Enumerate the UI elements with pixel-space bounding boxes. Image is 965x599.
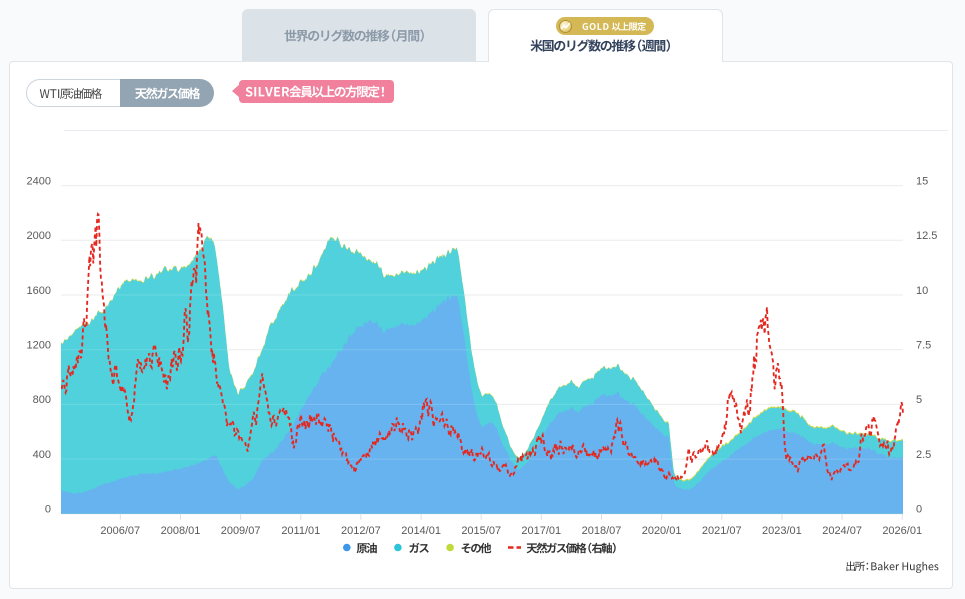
svg-text:2.5: 2.5 [916, 449, 931, 461]
svg-text:0: 0 [916, 504, 922, 516]
svg-text:2018/07: 2018/07 [582, 525, 622, 537]
svg-text:2017/01: 2017/01 [521, 525, 561, 537]
svg-text:2020/01: 2020/01 [642, 525, 682, 537]
svg-text:12.5: 12.5 [916, 230, 937, 242]
svg-text:2000: 2000 [27, 230, 51, 242]
svg-text:7.5: 7.5 [916, 340, 931, 352]
svg-text:5: 5 [916, 394, 922, 406]
svg-text:0: 0 [45, 504, 51, 516]
svg-text:2011/01: 2011/01 [281, 525, 320, 537]
svg-text:800: 800 [33, 394, 51, 406]
svg-text:2006/07: 2006/07 [100, 525, 140, 537]
svg-text:2008/01: 2008/01 [161, 525, 201, 537]
svg-text:2009/07: 2009/07 [221, 525, 261, 537]
svg-text:2024/07: 2024/07 [822, 525, 862, 537]
svg-text:15: 15 [916, 175, 928, 187]
svg-text:10: 10 [916, 285, 928, 297]
svg-text:400: 400 [33, 449, 51, 461]
svg-text:2012/07: 2012/07 [341, 525, 381, 537]
svg-text:1600: 1600 [27, 285, 51, 297]
svg-text:2400: 2400 [27, 175, 51, 187]
svg-text:2015/07: 2015/07 [461, 525, 501, 537]
svg-text:2021/07: 2021/07 [702, 525, 742, 537]
svg-text:2026/01: 2026/01 [882, 525, 922, 537]
svg-text:1200: 1200 [27, 340, 51, 352]
svg-text:2023/01: 2023/01 [762, 525, 802, 537]
svg-text:2014/01: 2014/01 [401, 525, 441, 537]
